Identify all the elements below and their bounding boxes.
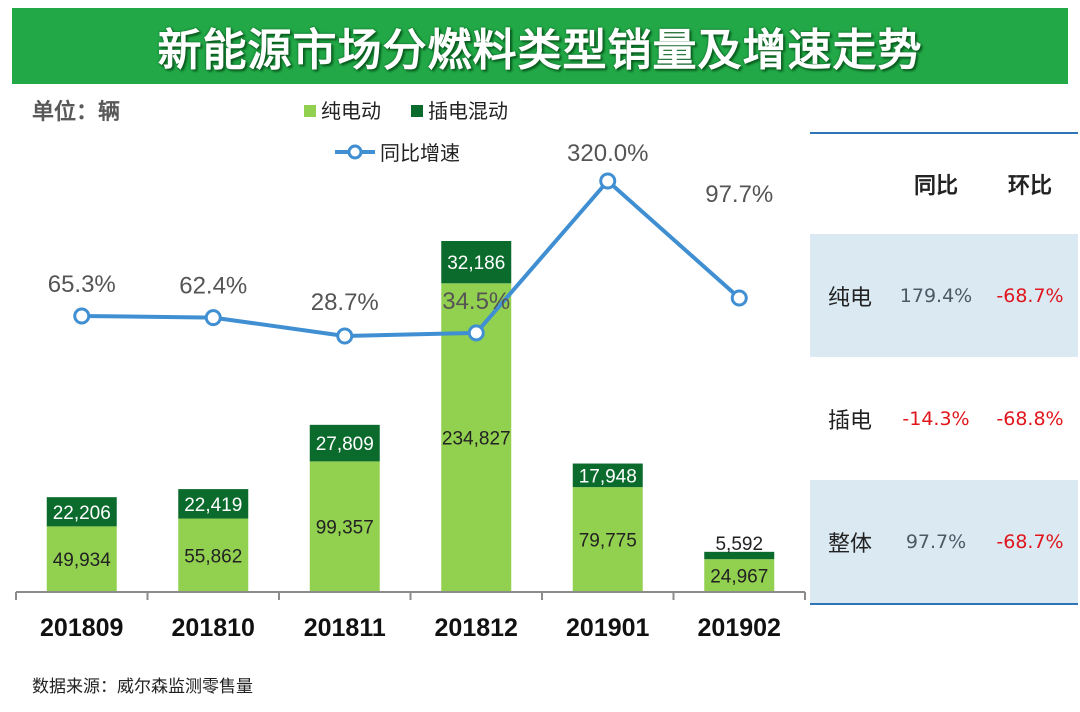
table-cell-yoy: 97.7%	[905, 530, 967, 553]
bar-phev	[704, 551, 775, 560]
yoy-marker	[730, 289, 748, 307]
bar-phev	[46, 497, 117, 527]
yoy-marker	[599, 172, 617, 190]
legend-swatch-bev	[304, 105, 316, 117]
data-label-phev: 27,809	[316, 434, 374, 455]
yoy-data-label: 65.3%	[48, 271, 116, 298]
table-bottom-line	[810, 603, 1078, 605]
yoy-data-label: 320.0%	[567, 140, 648, 167]
bar-bev	[704, 559, 775, 592]
table-cell-yoy: 179.4%	[899, 284, 973, 307]
legend-label-yoy: 同比增速	[380, 142, 460, 165]
yoy-data-label: 97.7%	[705, 181, 773, 208]
legend-swatch-phev	[411, 105, 423, 117]
bar-phev	[178, 489, 249, 519]
table-cell-mom: -68.8%	[996, 407, 1064, 430]
unit-label: 单位：辆	[32, 100, 121, 125]
table-row-label: 整体	[827, 531, 872, 557]
data-label-phev: 22,419	[184, 495, 242, 516]
bar-bev	[46, 526, 117, 592]
legend-label-bev: 纯电动	[321, 100, 381, 123]
data-label-bev: 79,775	[579, 531, 637, 552]
data-label-phev: 5,592	[715, 534, 763, 555]
table-cell-mom: -68.7%	[996, 284, 1064, 307]
yoy-data-label: 62.4%	[179, 273, 247, 300]
data-source: 数据来源：威尔森监测零售量	[32, 677, 253, 697]
bar-phev	[572, 463, 643, 488]
chart-title: 新能源市场分燃料类型销量及增速走势	[157, 25, 923, 76]
table-row-total: 整体 97.7% -68.7%	[810, 480, 1078, 603]
x-tick-label: 201810	[172, 614, 255, 642]
yoy-marker	[467, 324, 485, 342]
table-cell-yoy: -14.3%	[902, 407, 970, 430]
table-header-mom: 环比	[1007, 174, 1052, 199]
table-header-yoy: 同比	[913, 174, 958, 199]
table-row-phev: 插电 -14.3% -68.8%	[810, 357, 1078, 480]
bar-bev	[572, 487, 643, 592]
yoy-data-label: 28.7%	[311, 289, 379, 316]
data-label-bev: 49,934	[53, 550, 112, 571]
table-top-line	[810, 132, 1078, 134]
data-label-bev: 99,357	[316, 518, 374, 539]
data-label-phev: 32,186	[447, 253, 505, 274]
x-tick-label: 201901	[566, 614, 650, 642]
table-row-bev: 纯电 179.4% -68.7%	[810, 234, 1078, 357]
x-tick-label: 201811	[304, 614, 386, 642]
bar-phev	[309, 424, 380, 462]
data-label-phev: 22,206	[53, 503, 111, 524]
bar-bev	[309, 461, 380, 592]
table-row-label: 插电	[827, 408, 872, 434]
data-label-phev: 17,948	[579, 466, 637, 487]
data-label-bev: 24,967	[710, 567, 768, 588]
yoy-marker	[73, 307, 91, 325]
bar-bev	[178, 518, 249, 592]
table-row-label: 纯电	[827, 285, 872, 311]
yoy-data-label: 34.5%	[442, 288, 510, 315]
x-tick-label: 201809	[40, 614, 123, 642]
x-tick-label: 201902	[698, 614, 781, 642]
table-cell-mom: -68.7%	[996, 530, 1064, 553]
data-label-bev: 234,827	[442, 429, 511, 450]
title-banner: 新能源市场分燃料类型销量及增速走势	[12, 8, 1068, 84]
bar-phev	[441, 241, 512, 284]
x-tick-label: 201812	[435, 614, 518, 642]
yoy-marker	[336, 327, 354, 345]
data-label-bev: 55,862	[184, 546, 242, 567]
legend-label-phev: 插电混动	[428, 100, 508, 123]
growth-table: 同比 环比 纯电 179.4% -68.7% 插电 -14.3% -68.8% …	[810, 132, 1078, 605]
table-header: 同比 环比	[810, 134, 1078, 234]
yoy-line	[81, 179, 741, 338]
legend-marker-yoy	[347, 144, 363, 160]
yoy-marker	[204, 309, 222, 327]
